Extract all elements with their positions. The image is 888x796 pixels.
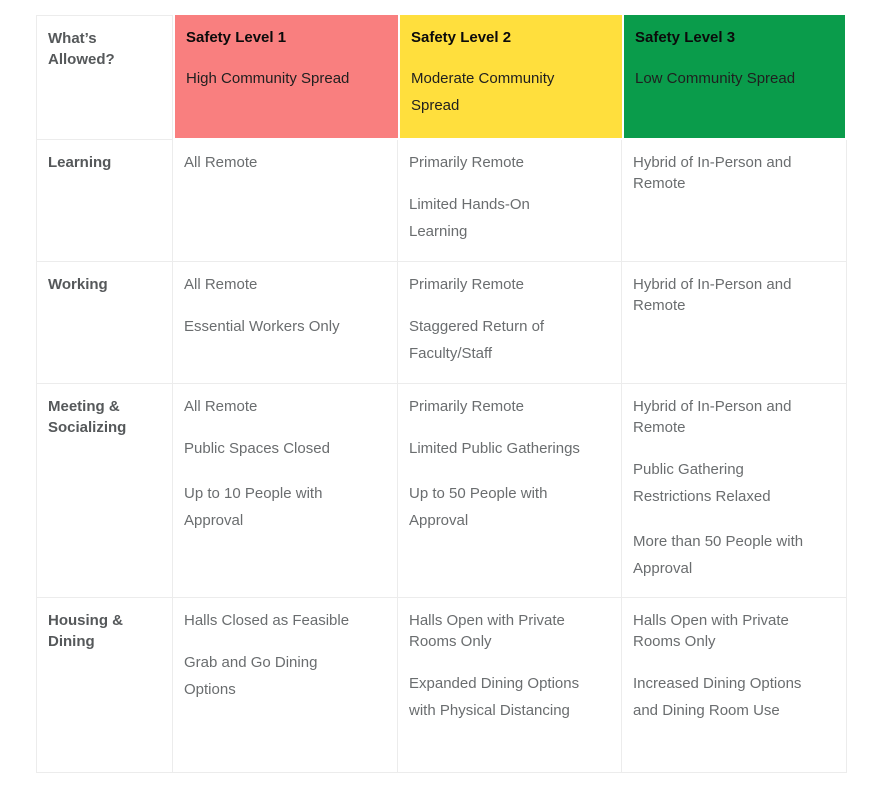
header-safety-level-2: Safety Level 2 Moderate Community Spread (398, 15, 622, 140)
cell-learning-level2: Primarily Remote Limited Hands-On Learni… (398, 140, 622, 262)
header-safety-level-3: Safety Level 3 Low Community Spread (622, 15, 847, 140)
cell-text: Expanded Dining Options with Physical Di… (409, 675, 580, 719)
level-2-subtitle: Moderate Community Spread (411, 70, 555, 114)
cell-text: More than 50 People with Approval (633, 533, 804, 577)
cell-text: Grab and Go Dining Options (184, 654, 318, 698)
corner-header: What’s Allowed? (36, 15, 173, 140)
cell-learning-level3: Hybrid of In-Person and Remote (622, 140, 847, 262)
level-3-title: Safety Level 3 (635, 29, 736, 46)
cell-text: Primarily Remote (409, 398, 525, 415)
cell-text: All Remote (184, 154, 258, 171)
row-label-text: Meeting & Socializing (48, 398, 127, 436)
cell-meeting-level3: Hybrid of In-Person and Remote Public Ga… (622, 384, 847, 598)
header-row: What’s Allowed? Safety Level 1 High Comm… (36, 15, 847, 140)
cell-text: Hybrid of In-Person and Remote (633, 154, 792, 192)
table-row-housing-dining: Housing & Dining Halls Closed as Feasibl… (36, 598, 847, 773)
level-1-title: Safety Level 1 (186, 29, 287, 46)
cell-housing-level1: Halls Closed as Feasible Grab and Go Din… (173, 598, 398, 773)
row-label-learning: Learning (36, 140, 173, 262)
cell-text: Halls Closed as Feasible (184, 612, 350, 629)
cell-text: Staggered Return of Faculty/Staff (409, 318, 545, 362)
header-safety-level-1: Safety Level 1 High Community Spread (173, 15, 398, 140)
row-label-text: Housing & Dining (48, 612, 123, 650)
row-label-meeting-socializing: Meeting & Socializing (36, 384, 173, 598)
level-2-title: Safety Level 2 (411, 29, 512, 46)
cell-text: All Remote (184, 276, 258, 293)
cell-meeting-level1: All Remote Public Spaces Closed Up to 10… (173, 384, 398, 598)
table-row-meeting-socializing: Meeting & Socializing All Remote Public … (36, 384, 847, 598)
level-3-subtitle: Low Community Spread (635, 70, 796, 87)
corner-header-label: What’s Allowed? (48, 30, 115, 68)
cell-text: Up to 50 People with Approval (409, 485, 548, 529)
table-row-working: Working All Remote Essential Workers Onl… (36, 262, 847, 384)
table-row-learning: Learning All Remote Primarily Remote Lim… (36, 140, 847, 262)
cell-text: Halls Open with Private Rooms Only (409, 612, 565, 650)
level-1-subtitle: High Community Spread (186, 70, 350, 87)
cell-text: Increased Dining Options and Dining Room… (633, 675, 802, 719)
cell-housing-level2: Halls Open with Private Rooms Only Expan… (398, 598, 622, 773)
cell-housing-level3: Halls Open with Private Rooms Only Incre… (622, 598, 847, 773)
cell-text: Hybrid of In-Person and Remote (633, 276, 792, 314)
cell-text: Public Spaces Closed (184, 440, 330, 457)
cell-learning-level1: All Remote (173, 140, 398, 262)
cell-text: Essential Workers Only (184, 318, 340, 335)
row-label-text: Learning (48, 154, 112, 171)
cell-text: All Remote (184, 398, 258, 415)
cell-meeting-level2: Primarily Remote Limited Public Gatherin… (398, 384, 622, 598)
cell-text: Public Gathering Restrictions Relaxed (633, 461, 771, 505)
row-label-text: Working (48, 276, 108, 293)
cell-working-level2: Primarily Remote Staggered Return of Fac… (398, 262, 622, 384)
cell-text: Halls Open with Private Rooms Only (633, 612, 789, 650)
cell-text: Primarily Remote (409, 276, 525, 293)
cell-text: Up to 10 People with Approval (184, 485, 323, 529)
cell-text: Limited Hands-On Learning (409, 196, 530, 240)
cell-text: Limited Public Gatherings (409, 440, 580, 457)
safety-levels-table: What’s Allowed? Safety Level 1 High Comm… (36, 15, 847, 773)
cell-working-level1: All Remote Essential Workers Only (173, 262, 398, 384)
row-label-housing-dining: Housing & Dining (36, 598, 173, 773)
cell-text: Hybrid of In-Person and Remote (633, 398, 792, 436)
row-label-working: Working (36, 262, 173, 384)
cell-working-level3: Hybrid of In-Person and Remote (622, 262, 847, 384)
cell-text: Primarily Remote (409, 154, 525, 171)
